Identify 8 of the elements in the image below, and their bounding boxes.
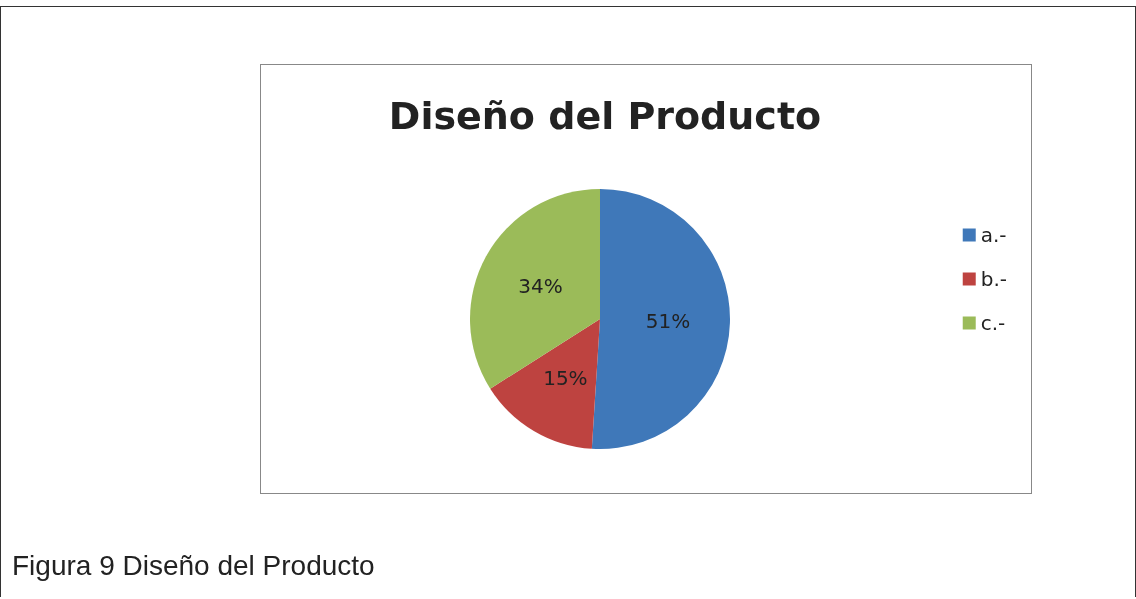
data-label: 34%: [518, 274, 563, 299]
data-label: 51%: [645, 309, 691, 334]
legend-label: a.-: [980, 223, 1007, 247]
data-label: 15%: [543, 365, 588, 390]
chart-title: Diseño del Producto: [388, 94, 822, 138]
legend-label: b.-: [980, 267, 1008, 291]
legend-label: c.-: [980, 311, 1006, 335]
text: Figura 9 Diseño del Producto: [12, 550, 375, 582]
